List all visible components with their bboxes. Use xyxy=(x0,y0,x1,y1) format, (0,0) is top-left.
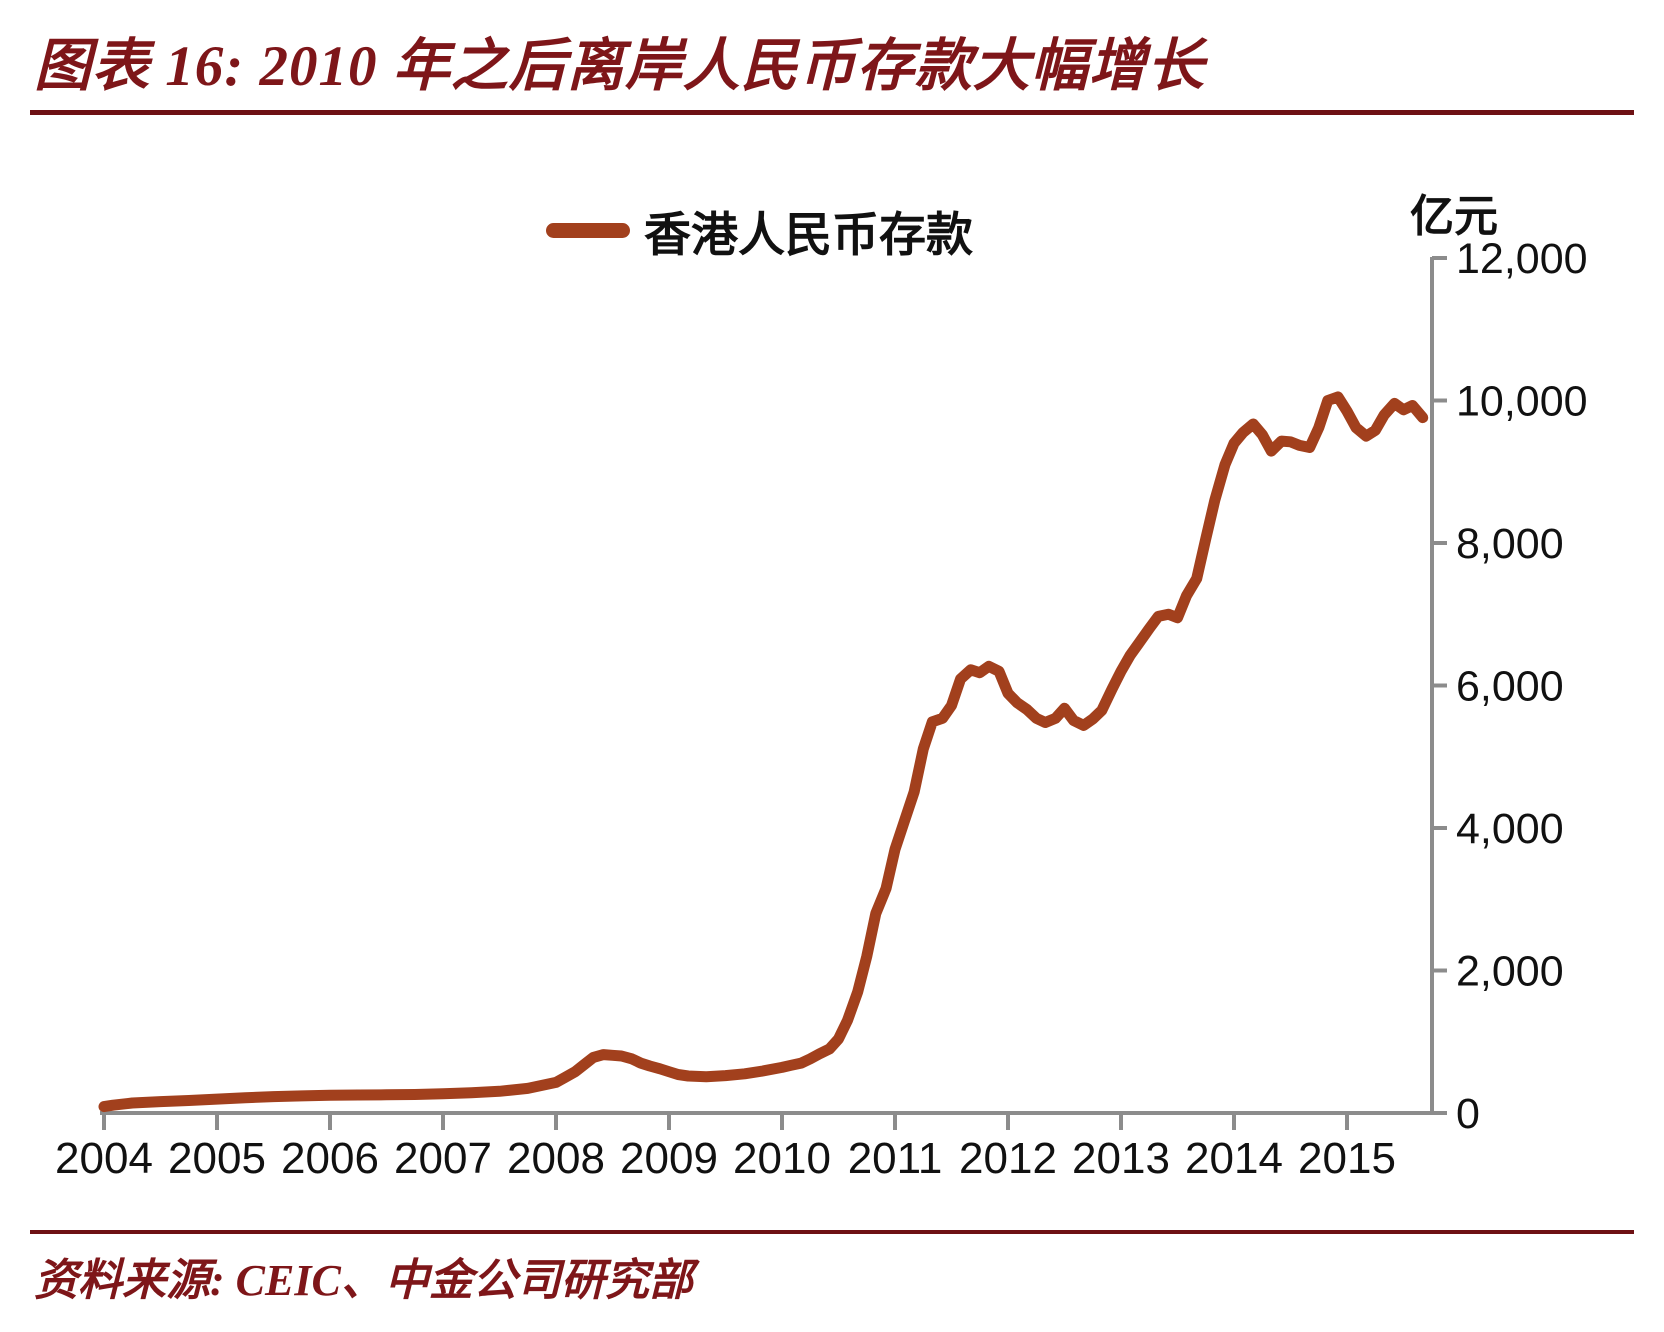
x-tick-label: 2005 xyxy=(168,1134,266,1183)
y-axis-unit-label: 亿元 xyxy=(1410,192,1498,241)
x-tick-label: 2004 xyxy=(55,1134,153,1183)
x-tick-label: 2010 xyxy=(733,1134,831,1183)
y-tick-label: 12,000 xyxy=(1456,235,1588,283)
x-tick-label: 2013 xyxy=(1072,1134,1170,1183)
x-tick-label: 2015 xyxy=(1298,1134,1396,1183)
x-tick-label: 2009 xyxy=(620,1134,718,1183)
y-tick-label: 2,000 xyxy=(1456,948,1564,996)
x-tick-label: 2007 xyxy=(394,1134,492,1183)
y-tick-label: 4,000 xyxy=(1456,805,1564,853)
legend-label: 香港人民币存款 xyxy=(644,210,973,262)
x-tick-label: 2011 xyxy=(848,1134,943,1183)
y-tick-label: 6,000 xyxy=(1456,663,1564,711)
hk-rmb-deposits-series-line xyxy=(98,391,1429,1113)
y-tick-label: 8,000 xyxy=(1456,520,1564,568)
x-tick-label: 2006 xyxy=(281,1134,379,1183)
chart-legend: 香港人民币存款 xyxy=(546,196,973,265)
figure-title: 图表 16: 2010 年之后离岸人民币存款大幅增长 xyxy=(34,35,1205,98)
x-tick-label: 2012 xyxy=(959,1134,1057,1183)
footer-divider xyxy=(30,1230,1634,1234)
x-tick-label: 2014 xyxy=(1185,1134,1283,1183)
legend-line-swatch xyxy=(546,223,630,238)
source-note: 资料来源: CEIC、中金公司研究部 xyxy=(34,1256,693,1305)
y-tick-label: 0 xyxy=(1456,1090,1480,1138)
title-divider xyxy=(30,110,1634,115)
y-tick-label: 10,000 xyxy=(1456,378,1588,426)
x-tick-label: 2008 xyxy=(507,1134,605,1183)
